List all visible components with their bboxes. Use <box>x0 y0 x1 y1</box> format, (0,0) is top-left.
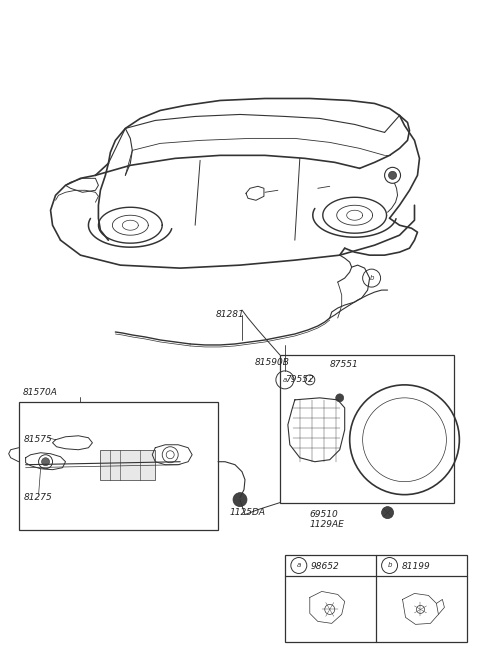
Text: a: a <box>297 563 301 569</box>
Text: 81575: 81575 <box>24 435 52 444</box>
Text: 69510: 69510 <box>310 510 338 519</box>
Text: 81275: 81275 <box>24 493 52 502</box>
Circle shape <box>382 506 394 519</box>
Circle shape <box>233 493 247 506</box>
Text: 81590B: 81590B <box>255 358 290 367</box>
Circle shape <box>389 172 396 179</box>
Text: 98652: 98652 <box>311 562 339 571</box>
Bar <box>19 402 218 530</box>
Text: 1125DA: 1125DA <box>230 508 266 517</box>
Bar <box>280 355 455 502</box>
Text: b: b <box>370 275 374 281</box>
Text: a: a <box>283 377 287 383</box>
Circle shape <box>336 394 344 402</box>
Bar <box>100 450 155 479</box>
Text: 81570A: 81570A <box>23 388 58 397</box>
Text: b: b <box>387 563 392 569</box>
Text: 79552: 79552 <box>285 375 313 384</box>
Text: 81281: 81281 <box>216 310 244 319</box>
Bar <box>285 555 468 643</box>
Circle shape <box>42 458 49 466</box>
Text: 1129AE: 1129AE <box>310 519 345 529</box>
Text: 87551: 87551 <box>330 360 359 369</box>
Text: 81199: 81199 <box>402 562 430 571</box>
